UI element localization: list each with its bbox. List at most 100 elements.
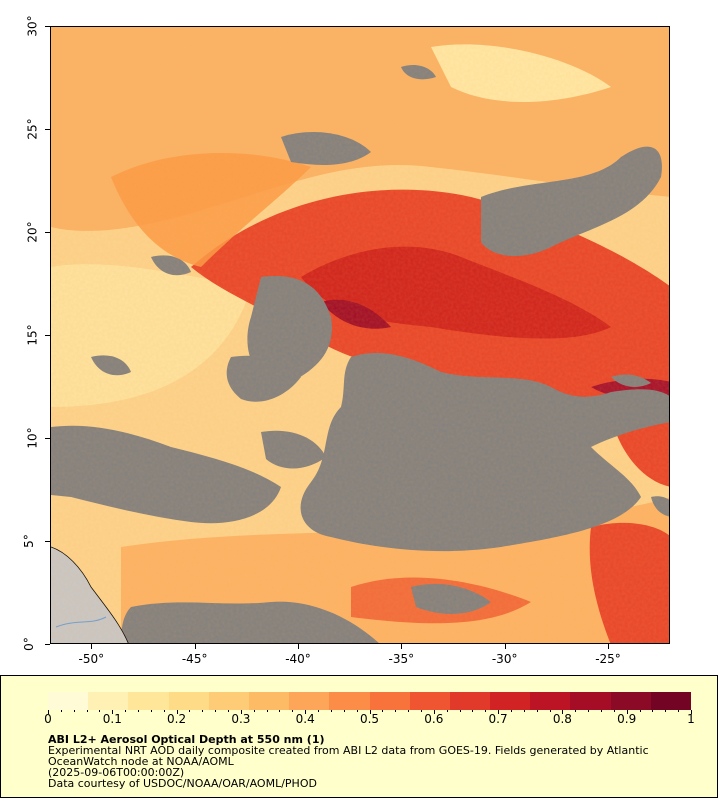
colorbar-tick-mark	[588, 710, 590, 712]
colorbar-tick-label: 0	[44, 712, 52, 726]
x-tick-mark	[194, 644, 196, 649]
colorbar-swatch	[248, 692, 290, 710]
colorbar-tick-mark	[575, 710, 577, 712]
colorbar-tick-label: 0.3	[231, 712, 251, 726]
colorbar-tick-mark	[189, 710, 191, 712]
colorbar-tick-mark	[600, 710, 602, 712]
legend-credit: Data courtesy of USDOC/NOAA/OAR/AOML/PHO…	[48, 777, 317, 790]
colorbar-tick-label: 0.5	[359, 712, 380, 726]
colorbar-swatch	[449, 692, 491, 710]
colorbar-tick-mark	[408, 710, 410, 712]
x-tick-label: -40°	[285, 652, 311, 666]
colorbar-tick-mark	[472, 710, 474, 712]
colorbar-tick-mark	[202, 710, 204, 712]
colorbar-swatch	[88, 692, 129, 710]
y-tick-mark	[45, 232, 50, 233]
colorbar-swatch	[409, 692, 450, 710]
colorbar-tick-mark	[73, 710, 75, 712]
colorbar-swatch	[490, 692, 531, 710]
y-tick-mark	[45, 129, 50, 130]
colorbar-tick-mark	[691, 710, 692, 714]
colorbar-tick-mark	[356, 710, 358, 712]
colorbar-tick-mark	[292, 710, 294, 712]
y-tick-mark	[45, 335, 50, 336]
legend-description: Experimental NRT AOD daily composite cre…	[48, 744, 649, 757]
colorbar-tick-label: 0.4	[295, 712, 315, 726]
colorbar-tick-mark	[266, 710, 268, 712]
colorbar-tick-mark	[163, 710, 165, 712]
colorbar-tick-mark	[562, 710, 564, 714]
legend-description-cont: OceanWatch node at NOAA/AOML	[48, 755, 234, 768]
colorbar-swatch	[570, 692, 611, 710]
colorbar-tick-mark	[343, 710, 345, 712]
colorbar-tick-label: 0.1	[102, 712, 122, 726]
colorbar-tick-mark	[510, 710, 512, 712]
colorbar-tick-mark	[48, 710, 49, 714]
legend-title: ABI L2+ Aerosol Optical Depth at 550 nm …	[48, 733, 325, 746]
colorbar-tick-mark	[678, 710, 680, 712]
colorbar-swatch	[650, 692, 691, 710]
colorbar-tick-mark	[369, 710, 371, 714]
colorbar-tick-mark	[420, 710, 422, 712]
colorbar-tick-mark	[395, 710, 397, 712]
colorbar-tick-mark	[536, 710, 538, 712]
y-tick-label: 0°	[21, 637, 36, 651]
colorbar-tick-mark	[228, 710, 230, 712]
colorbar-tick-mark	[446, 710, 448, 712]
colorbar-tick-label: 1	[687, 712, 695, 726]
colorbar-tick-mark	[99, 710, 101, 712]
colorbar-tick-label: 0.8	[552, 712, 572, 726]
aod-map	[50, 26, 670, 644]
y-tick-mark	[45, 438, 50, 439]
colorbar-swatch	[530, 692, 571, 710]
x-tick-label: -30°	[491, 652, 518, 666]
colorbar-tick-mark	[485, 710, 487, 712]
legend-panel: 0 0.1 0.2 0.3 0.4 0.5 0.6 0.7 0.8 0.9 1 ABI L2+ Ae…	[0, 675, 718, 798]
colorbar-tick-mark	[240, 710, 242, 714]
colorbar-tick-mark	[86, 710, 88, 712]
colorbar-swatch	[289, 692, 330, 710]
colorbar-tick-mark	[112, 710, 114, 714]
y-tick-label: 20°	[25, 221, 40, 243]
x-tick-mark	[401, 644, 403, 649]
colorbar-tick-mark	[330, 710, 332, 712]
y-tick-label: 30°	[25, 15, 40, 37]
x-tick-label: -50°	[78, 652, 105, 666]
colorbar-tick-mark	[652, 710, 654, 712]
colorbar-tick-mark	[305, 710, 307, 714]
colorbar-tick-mark	[176, 710, 178, 714]
aod-map-image	[51, 27, 669, 643]
colorbar-swatch	[128, 692, 169, 710]
x-tick-mark	[504, 644, 506, 649]
legend-date: (2025-09-06T00:00:00Z)	[48, 766, 185, 779]
y-tick-mark	[45, 26, 50, 27]
colorbar-tick-label: 0.6	[424, 712, 444, 726]
colorbar-swatch	[48, 692, 89, 710]
colorbar-swatch	[208, 692, 249, 710]
y-tick-label: 15°	[25, 324, 40, 346]
colorbar-tick-label: 0.9	[617, 712, 637, 726]
x-tick-label: -35°	[388, 652, 415, 666]
y-tick-label: 10°	[25, 427, 40, 449]
y-tick-label: 25°	[25, 118, 40, 140]
y-tick-mark	[45, 541, 50, 542]
colorbar-tick-mark	[382, 710, 384, 712]
colorbar-tick-mark	[215, 710, 217, 712]
colorbar-swatch	[329, 692, 370, 710]
colorbar-tick-mark	[549, 710, 551, 712]
colorbar-tick-mark	[138, 710, 140, 712]
x-tick-label: -45°	[181, 652, 208, 666]
x-tick-label: -25°	[595, 652, 621, 666]
aod-texture	[51, 27, 669, 643]
y-tick-label: 5°	[21, 534, 36, 548]
x-tick-mark	[608, 644, 609, 649]
y-tick-mark	[45, 644, 50, 645]
colorbar-tick-label: 0.2	[167, 712, 187, 726]
x-tick-mark	[298, 644, 299, 649]
colorbar	[48, 692, 691, 710]
colorbar-tick-mark	[639, 710, 641, 712]
colorbar-swatch	[610, 692, 651, 710]
colorbar-tick-mark	[523, 710, 525, 712]
colorbar-tick-mark	[318, 710, 320, 712]
colorbar-tick-mark	[459, 710, 461, 712]
